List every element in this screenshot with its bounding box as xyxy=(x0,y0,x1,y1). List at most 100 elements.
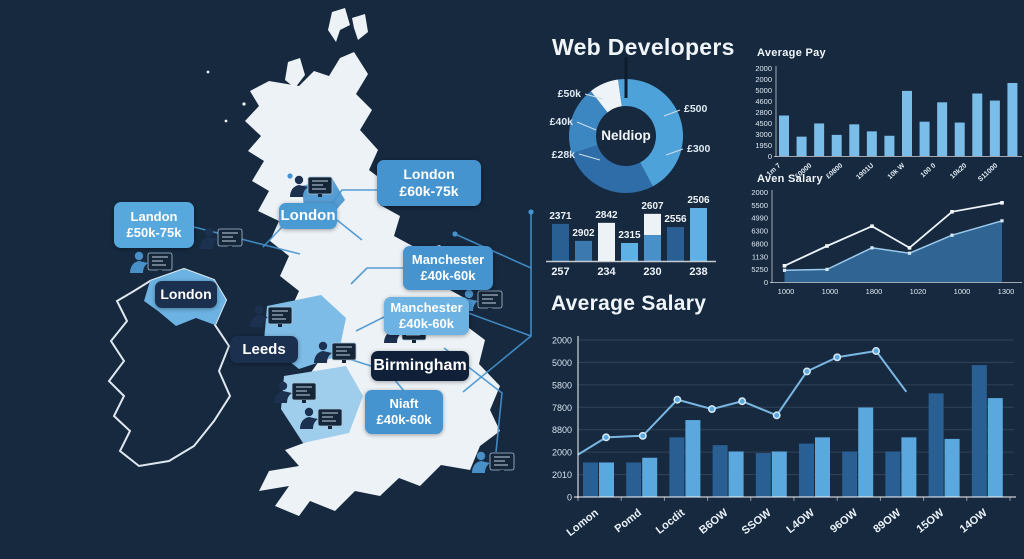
person-head-icon xyxy=(294,175,304,185)
monitor-stand-icon xyxy=(228,246,232,249)
small-island xyxy=(242,102,246,106)
x-tick-label: 1020 xyxy=(910,287,927,296)
person-head-icon xyxy=(304,407,314,417)
y-tick-label: 2000 xyxy=(552,448,572,458)
donut-segment xyxy=(590,79,622,113)
x-tick-label: 1800 xyxy=(866,287,883,296)
bar xyxy=(552,223,569,261)
x-tick-label: Pomd xyxy=(613,507,644,535)
x-tick-label: 14OW xyxy=(958,507,990,536)
bar xyxy=(954,122,965,156)
monitor-stand-icon xyxy=(278,324,282,327)
average-pay-title: Average Pay xyxy=(757,47,826,59)
developer-figure xyxy=(290,175,333,197)
y-tick-label: 5250 xyxy=(751,265,768,274)
developer-figure xyxy=(314,341,357,363)
person-head-icon xyxy=(134,251,144,261)
connector-line xyxy=(262,225,284,248)
y-tick-label: 1130 xyxy=(752,252,768,261)
callout-line xyxy=(665,148,684,156)
map-label-text: London xyxy=(403,166,455,183)
person-head-icon xyxy=(476,451,486,461)
line-marker xyxy=(872,347,881,355)
bar xyxy=(814,123,825,156)
bar xyxy=(831,134,842,156)
y-tick-label: 2000 xyxy=(755,75,772,84)
x-tick-label: 10k20 xyxy=(949,162,968,180)
x-tick-label: S11000 xyxy=(977,162,999,183)
line-marker xyxy=(638,431,647,440)
map-label-london-dark: London xyxy=(155,281,217,308)
bar-light xyxy=(685,420,701,497)
shetland-island xyxy=(328,8,350,42)
x-tick-label: 1901U xyxy=(855,162,875,181)
donut-callout: £50k xyxy=(558,88,582,100)
map-label-niaft: Niaft £40k-60k xyxy=(365,390,443,434)
code-lines-icon xyxy=(322,412,338,422)
y-tick-label: 2000 xyxy=(755,64,772,73)
y-tick-label: 4600 xyxy=(755,97,772,106)
y-tick-label: 5000 xyxy=(552,358,572,368)
bar-value-label: 2902 xyxy=(572,228,595,239)
person-head-icon xyxy=(278,381,288,391)
y-tick-label: 4990 xyxy=(751,214,768,223)
line-marker xyxy=(673,395,682,404)
line-marker xyxy=(870,224,874,228)
bar xyxy=(989,100,1000,156)
donut-center-label: Neldiop xyxy=(601,128,651,143)
donut-callout: £500 xyxy=(684,103,708,115)
x-tick-label: L4OW xyxy=(784,507,817,536)
bar-dark xyxy=(799,443,814,497)
bar-light xyxy=(987,398,1003,497)
x-tick-label: 1000 xyxy=(778,287,795,296)
monitor-stand-icon xyxy=(158,270,162,273)
connector-line xyxy=(336,219,363,241)
y-tick-label: 0 xyxy=(768,152,772,161)
monitor-stand-icon xyxy=(302,400,306,403)
y-tick-label: 5800 xyxy=(552,380,572,390)
donut-callout: £40k xyxy=(550,116,574,128)
map-label-london-mid: London xyxy=(279,203,337,229)
developer-figure xyxy=(200,227,243,249)
bar-value-label: 2506 xyxy=(687,195,710,206)
line-marker xyxy=(907,251,912,255)
connector-dot xyxy=(452,231,458,237)
bar-dark xyxy=(755,453,771,497)
y-tick-label: 4500 xyxy=(755,119,772,128)
connector-line xyxy=(350,267,403,285)
code-lines-icon xyxy=(336,346,352,356)
x-tick-label: £0800 xyxy=(825,162,844,180)
developer-figure xyxy=(300,407,343,429)
y-tick-label: 7800 xyxy=(552,403,572,413)
connector-lines xyxy=(193,173,534,453)
average-salary-title: Average Salary xyxy=(551,292,707,315)
line-marker xyxy=(707,405,716,414)
line-marker xyxy=(833,353,842,362)
hebrides-island xyxy=(272,118,292,146)
person-head-icon xyxy=(464,289,474,299)
map-label-leeds: Leeds xyxy=(230,336,298,363)
bar-light xyxy=(599,462,614,497)
y-tick-label: 3000 xyxy=(755,130,772,139)
y-tick-label: 1950 xyxy=(755,141,772,150)
code-lines-icon xyxy=(152,256,168,266)
developer-figure xyxy=(472,451,515,473)
callout-line xyxy=(584,93,604,100)
developer-figure xyxy=(130,251,173,273)
bar-value-label: 2842 xyxy=(595,210,618,221)
y-tick-label: 6300 xyxy=(751,227,768,236)
bar-light xyxy=(858,407,874,497)
map-label-text: Landon xyxy=(130,209,178,225)
map-label-manchester-1: Manchester £40k-60k xyxy=(403,246,493,290)
y-tick-label: 5000 xyxy=(755,86,772,95)
person-head-icon xyxy=(204,227,214,237)
donut-segment xyxy=(571,145,653,194)
x-tick-label: Locdit xyxy=(654,507,688,537)
bar xyxy=(621,242,638,261)
y-tick-label: 0 xyxy=(764,278,768,287)
map-label-text: London xyxy=(160,286,212,303)
y-tick-label: 2000 xyxy=(552,336,572,346)
map-label-text: £40k-60k xyxy=(420,268,476,283)
